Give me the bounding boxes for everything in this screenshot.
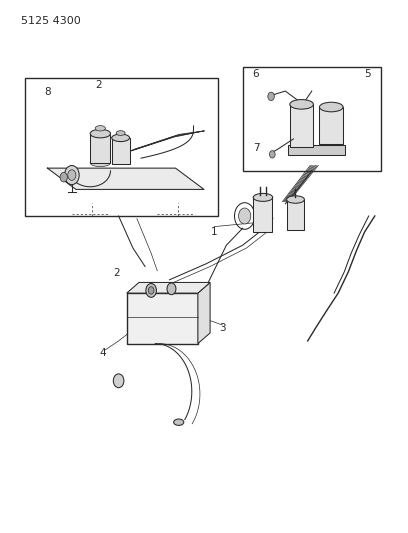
Ellipse shape bbox=[90, 159, 111, 166]
Text: 2: 2 bbox=[113, 268, 120, 278]
Ellipse shape bbox=[253, 193, 273, 201]
Bar bbox=[286, 199, 304, 230]
Circle shape bbox=[113, 374, 124, 387]
Circle shape bbox=[64, 165, 79, 184]
Ellipse shape bbox=[90, 130, 111, 138]
Ellipse shape bbox=[95, 126, 105, 131]
Circle shape bbox=[269, 151, 275, 158]
Ellipse shape bbox=[290, 100, 313, 109]
Bar bbox=[243, 67, 381, 171]
Circle shape bbox=[146, 284, 156, 297]
Circle shape bbox=[148, 287, 154, 294]
Bar bbox=[90, 134, 111, 163]
Circle shape bbox=[68, 169, 76, 180]
Bar bbox=[319, 107, 343, 144]
Text: 1: 1 bbox=[211, 227, 217, 237]
Text: 6: 6 bbox=[253, 69, 259, 79]
Ellipse shape bbox=[116, 131, 125, 135]
Text: 5: 5 bbox=[296, 199, 303, 209]
Bar bbox=[112, 138, 130, 165]
Text: 4: 4 bbox=[99, 348, 106, 358]
Polygon shape bbox=[127, 282, 210, 293]
Bar bbox=[290, 104, 313, 147]
Bar bbox=[253, 197, 272, 232]
Bar bbox=[127, 293, 198, 344]
Bar bbox=[288, 146, 345, 155]
Ellipse shape bbox=[290, 143, 313, 151]
Text: 3: 3 bbox=[219, 322, 226, 333]
Text: 7: 7 bbox=[253, 143, 260, 154]
Text: 2: 2 bbox=[95, 80, 102, 90]
Polygon shape bbox=[198, 282, 210, 344]
Text: 5125 4300: 5125 4300 bbox=[21, 15, 81, 26]
Bar bbox=[25, 78, 218, 216]
Text: 5: 5 bbox=[364, 69, 371, 79]
Ellipse shape bbox=[286, 196, 304, 203]
Ellipse shape bbox=[112, 134, 130, 142]
Ellipse shape bbox=[174, 419, 184, 425]
Ellipse shape bbox=[319, 102, 343, 112]
Circle shape bbox=[268, 92, 274, 101]
Circle shape bbox=[167, 283, 176, 295]
Polygon shape bbox=[47, 168, 204, 189]
Circle shape bbox=[60, 172, 67, 182]
Circle shape bbox=[239, 208, 251, 224]
Text: 8: 8 bbox=[44, 87, 51, 97]
Ellipse shape bbox=[319, 141, 343, 148]
